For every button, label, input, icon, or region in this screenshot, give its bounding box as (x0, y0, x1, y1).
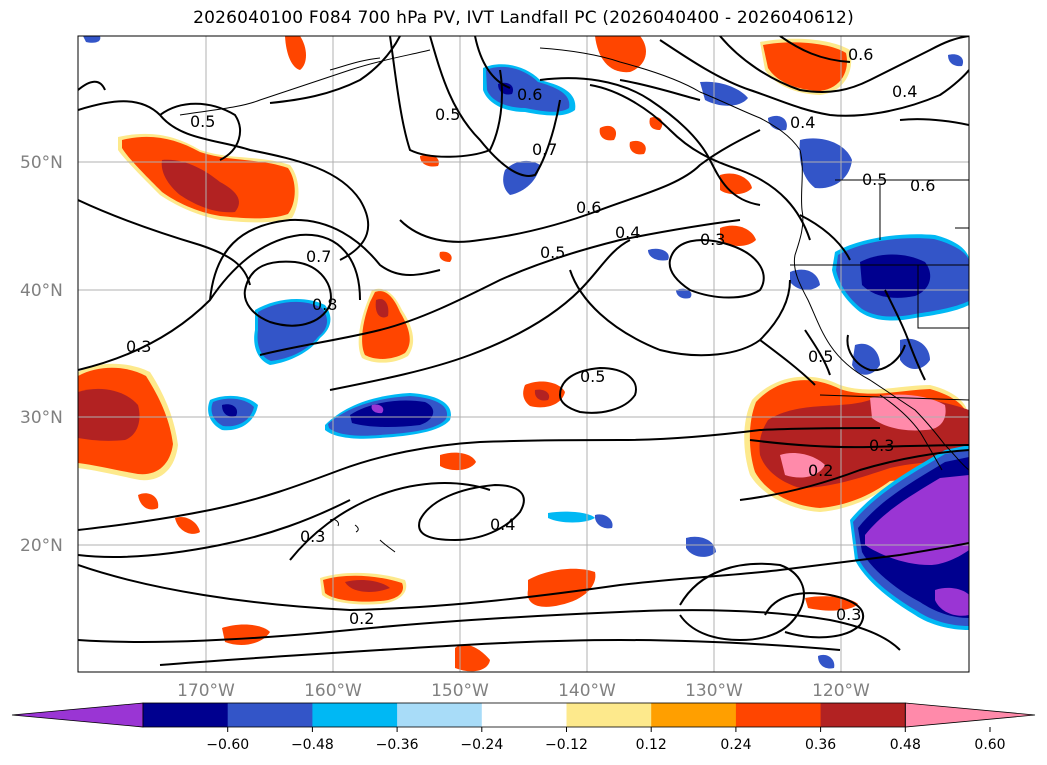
contour-label: 0.7 (532, 140, 557, 159)
contour-label: 0.5 (435, 105, 460, 124)
contour-label: 0.4 (615, 223, 640, 242)
contour-label: 0.4 (892, 82, 917, 101)
lon-label: 170°W (177, 681, 235, 701)
colorbar-arrow-right (904, 702, 1036, 728)
colorbar-frame (142, 702, 906, 728)
pv-contours (78, 36, 969, 666)
contour-label: 0.8 (312, 295, 337, 314)
colorbar-segment (735, 703, 822, 727)
lon-label: 150°W (431, 681, 489, 701)
contour-label: 0.3 (869, 436, 894, 455)
colorbar-segment (566, 703, 652, 727)
colorbar-segment (481, 703, 567, 727)
colorbar-segment (820, 703, 906, 727)
contour-label: 0.3 (126, 337, 151, 356)
contour-label: 0.2 (808, 461, 833, 480)
negative-ivt-anomalies (83, 36, 969, 669)
colorbar-tick-label: 0.48 (890, 737, 921, 753)
lat-label: 30°N (20, 408, 63, 428)
longitude-labels: 170°W 160°W 150°W 140°W 130°W 120°W (177, 681, 870, 701)
lat-label: 50°N (20, 153, 63, 173)
contour-label: 0.6 (517, 85, 542, 104)
map-title: 2026040100 F084 700 hPa PV, IVT Landfall… (193, 8, 854, 28)
lon-label: 130°W (685, 681, 743, 701)
map-area: 0.5 0.5 0.6 0.7 0.6 0.5 0.4 0.3 0.7 0.8 … (78, 36, 969, 672)
contour-labels: 0.5 0.5 0.6 0.7 0.6 0.5 0.4 0.3 0.7 0.8 … (126, 45, 935, 628)
colorbar-tick-label: −0.48 (291, 737, 334, 753)
contour-label: 0.6 (848, 45, 873, 64)
lat-label: 20°N (20, 536, 63, 556)
contour-label: 0.4 (490, 515, 515, 534)
colorbar-tick-label: 0.12 (636, 737, 667, 753)
contour-label: 0.3 (300, 527, 325, 546)
colorbar-tick-label: 0.36 (805, 737, 836, 753)
contour-label: 0.5 (862, 170, 887, 189)
lat-label: 40°N (20, 281, 63, 301)
contour-label: 0.3 (700, 230, 725, 249)
lon-label: 120°W (812, 681, 870, 701)
latitude-labels: 50°N 40°N 30°N 20°N (20, 153, 63, 556)
colorbar-segment (651, 703, 737, 727)
colorbar-tick-label: 0.24 (720, 737, 751, 753)
colorbar: −0.60 −0.48 −0.36 −0.24 −0.12 0.12 0.24 0.36 0.4… (11, 702, 1036, 753)
lon-label: 140°W (558, 681, 616, 701)
colorbar-tick-label: −0.12 (545, 737, 588, 753)
contour-label: 0.3 (836, 605, 861, 624)
colorbar-segment (397, 703, 483, 727)
contour-label: 0.7 (306, 247, 331, 266)
contour-label: 0.5 (808, 347, 833, 366)
contour-label: 0.5 (540, 243, 565, 262)
positive-ivt-anomalies (78, 36, 969, 672)
colorbar-tick-label: 0.60 (974, 737, 1005, 753)
colorbar-tick-label: −0.24 (460, 737, 503, 753)
contour-label: 0.5 (190, 112, 215, 131)
colorbar-segment (312, 703, 398, 727)
colorbar-segment (227, 703, 313, 727)
contour-label: 0.5 (580, 367, 605, 386)
contour-label: 0.4 (790, 113, 815, 132)
colorbar-arrow-left (11, 702, 144, 728)
colorbar-tick-label: −0.60 (206, 737, 249, 753)
graticule (78, 36, 969, 672)
colorbar-tick-label: −0.36 (376, 737, 419, 753)
contour-label: 0.6 (576, 198, 601, 217)
map-frame (77, 35, 970, 673)
contour-label: 0.6 (910, 176, 935, 195)
contour-label: 0.2 (349, 609, 374, 628)
colorbar-segment (143, 703, 229, 727)
lon-label: 160°W (304, 681, 362, 701)
